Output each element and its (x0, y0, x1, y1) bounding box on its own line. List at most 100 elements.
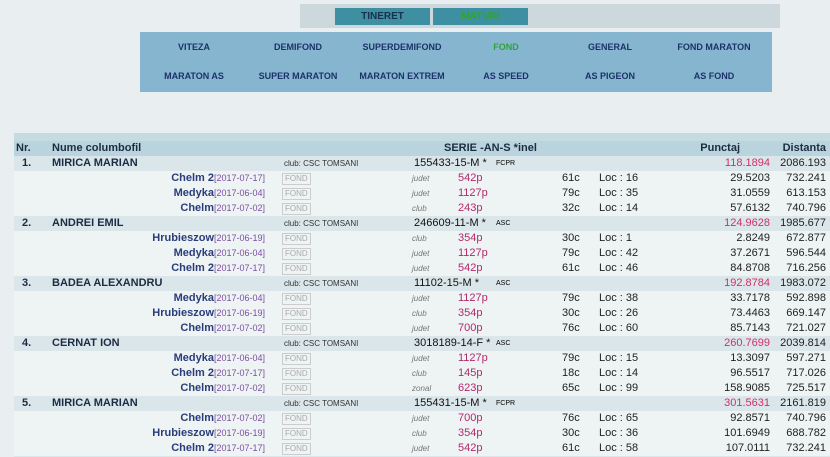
race-score: 96.5517 (730, 367, 770, 379)
fancier-name: ANDREI EMIL (52, 217, 124, 229)
fancier-name: BADEA ALEXANDRU (52, 277, 163, 289)
club-name: club: CSC TOMSANI (284, 279, 359, 288)
race-rank: Loc : 14 (599, 367, 639, 379)
race-date: [2017-06-19] (214, 428, 266, 438)
fancier-name: CERNAT ION (52, 337, 120, 349)
total-distance: 2086.193 (780, 157, 826, 169)
column-header: Punctaj (700, 142, 740, 154)
race-date: [2017-07-02] (214, 323, 266, 333)
category-button[interactable]: FOND MARATON (677, 42, 751, 52)
race-date: [2017-07-17] (214, 173, 266, 183)
table-top (14, 133, 830, 141)
race-place: Hrubieszow (152, 232, 214, 244)
race-level: judet (412, 249, 430, 258)
ring-tag: ASC (496, 340, 511, 347)
race-points: 1127p (458, 187, 488, 199)
category-button[interactable]: MARATON EXTREM (359, 71, 445, 81)
race-class: FOND (282, 173, 311, 185)
race-row: Medyka [2017-06-04] FOND judet 1127p 79c Loc :… (14, 351, 830, 366)
entry-row: 4. CERNAT ION club: CSC TOMSANI 3018189-14-… (14, 336, 830, 351)
category-button[interactable]: AS PIGEON (584, 71, 635, 81)
race-level: club (412, 369, 427, 378)
race-date: [2017-06-04] (214, 188, 266, 198)
race-score: 29.5203 (730, 172, 770, 184)
club-name: club: CSC TOMSANI (284, 219, 359, 228)
race-row: Chelm 2 [2017-07-17] FOND judet 542p 61c Loc :… (14, 441, 830, 456)
race-class: FOND (282, 188, 311, 200)
category-button[interactable]: FOND (493, 42, 519, 52)
race-class: FOND (282, 443, 311, 455)
entry-row: 2. ANDREI EMIL club: CSC TOMSANI 246609-11-… (14, 216, 830, 231)
race-distance: 669.147 (786, 307, 826, 319)
tab[interactable]: MATURI (433, 8, 528, 25)
race-class: FOND (282, 428, 311, 440)
race-distance: 672.877 (786, 232, 826, 244)
race-row: Medyka [2017-06-04] FOND judet 1127p 79c Loc :… (14, 186, 830, 201)
race-date: [2017-07-17] (214, 263, 266, 273)
race-place: Chelm (180, 322, 214, 334)
race-level: zonal (412, 384, 432, 393)
column-header: Nr. (16, 142, 31, 154)
race-level: judet (412, 294, 430, 303)
race-distance: 716.256 (786, 262, 826, 274)
ring-number: 11102-15-M * (414, 277, 480, 289)
total-distance: 1985.677 (780, 217, 826, 229)
race-class: FOND (282, 383, 311, 395)
race-distance: 592.898 (786, 292, 826, 304)
race-date: [2017-07-02] (214, 383, 266, 393)
ring-number: 155433-15-M * (414, 157, 487, 169)
bird-count: 61c (562, 262, 580, 274)
race-place: Chelm (180, 412, 214, 424)
race-row: Chelm [2017-07-02] FOND club 243p 32c Loc : 14… (14, 201, 830, 216)
race-distance: 597.271 (786, 352, 826, 364)
category-button[interactable]: AS SPEED (483, 71, 529, 81)
bird-count: 79c (562, 292, 580, 304)
race-place: Medyka (173, 187, 214, 199)
race-date: [2017-07-17] (214, 443, 266, 453)
race-distance: 721.027 (786, 322, 826, 334)
race-level: club (412, 429, 427, 438)
race-rank: Loc : 46 (599, 262, 639, 274)
race-rank: Loc : 15 (599, 352, 639, 364)
category-button[interactable]: MARATON AS (164, 71, 224, 81)
race-level: judet (412, 264, 430, 273)
category-button[interactable]: SUPER MARATON (258, 71, 338, 81)
race-date: [2017-06-04] (214, 293, 266, 303)
race-score: 13.3097 (730, 352, 770, 364)
race-score: 37.2671 (730, 247, 770, 259)
total-distance: 2039.814 (780, 337, 826, 349)
race-rank: Loc : 99 (599, 382, 639, 394)
race-rank: Loc : 35 (599, 187, 639, 199)
race-points: 700p (458, 322, 483, 334)
tab[interactable]: TINERET (335, 8, 430, 25)
race-score: 33.7178 (730, 292, 770, 304)
category-button[interactable]: GENERAL (587, 42, 632, 52)
race-date: [2017-06-19] (214, 233, 266, 243)
rank-number: 4. (22, 337, 32, 349)
rank-number: 2. (22, 217, 32, 229)
category-button[interactable]: DEMIFOND (274, 42, 322, 52)
race-points: 354p (458, 427, 483, 439)
category-button[interactable]: VITEZA (177, 42, 210, 52)
entry-row: 1. MIRICA MARIAN club: CSC TOMSANI 155433-1… (14, 156, 830, 171)
total-score: 301.5631 (724, 397, 770, 409)
race-level: judet (412, 444, 430, 453)
column-header: Nume columbofil (52, 142, 142, 154)
race-place: Medyka (173, 292, 214, 304)
race-score: 107.0111 (725, 442, 770, 454)
category-button[interactable]: SUPERDEMIFOND (362, 42, 442, 52)
ring-tag: ASC (496, 220, 511, 227)
bird-count: 61c (562, 172, 580, 184)
race-row: Chelm [2017-07-02] FOND zonal 623p 65c Loc : 9… (14, 381, 830, 396)
race-score: 85.7143 (730, 322, 770, 334)
category-button[interactable]: AS FOND (693, 71, 735, 81)
race-rank: Loc : 26 (599, 307, 639, 319)
bird-count: 76c (562, 322, 580, 334)
total-score: 192.8784 (724, 277, 770, 289)
bird-count: 76c (562, 412, 580, 424)
race-level: club (412, 309, 427, 318)
total-distance: 1983.072 (780, 277, 826, 289)
table-header: Nr. Nume columbofil SERIE -AN-S *inel Punct… (14, 141, 830, 156)
ring-number: 246609-11-M * (414, 217, 486, 229)
